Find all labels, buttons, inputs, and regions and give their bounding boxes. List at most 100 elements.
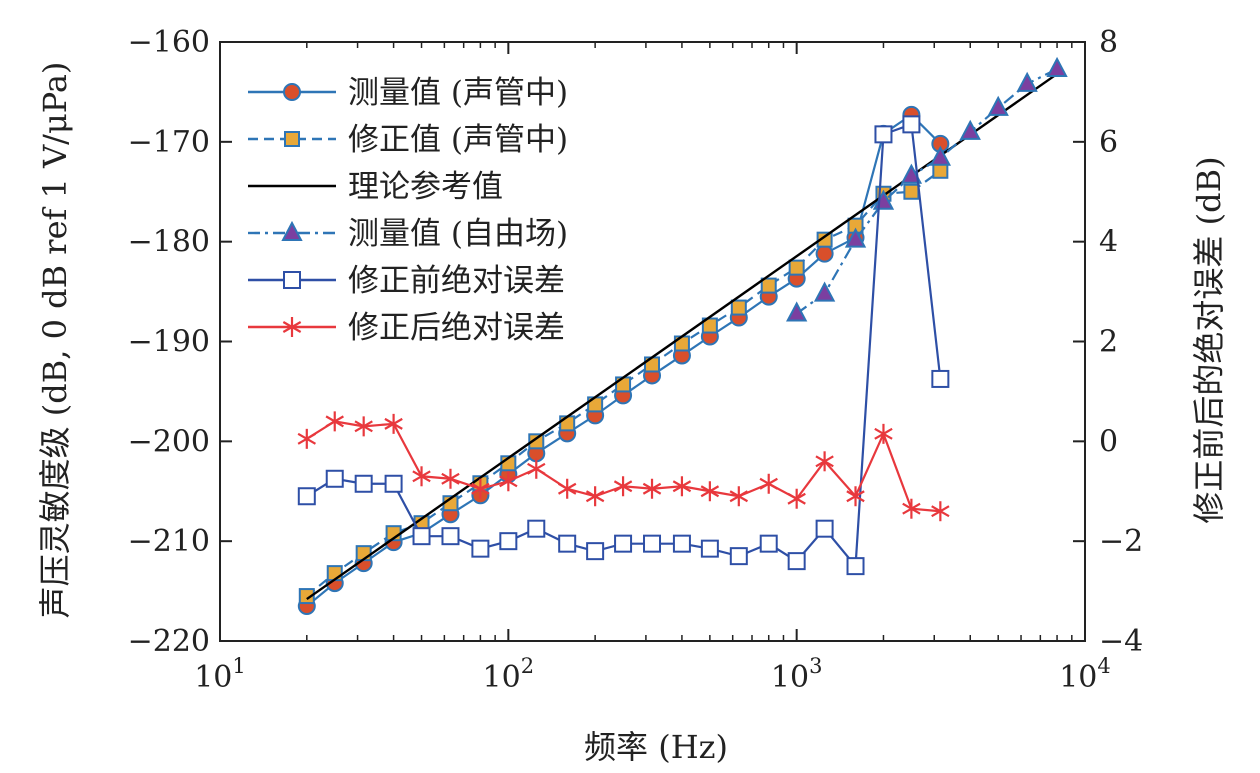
y-left-tick-label: −190 [128, 325, 210, 360]
y-right-tick-label: 2 [1099, 325, 1118, 360]
legend-entry: 测量值 (自由场) [248, 216, 568, 252]
y-left-tick-label: −220 [128, 624, 210, 659]
y-right-tick-label: 8 [1099, 25, 1118, 60]
data-point [1016, 71, 1038, 92]
data-point [613, 476, 633, 497]
data-point [471, 478, 490, 499]
data-point [813, 281, 836, 302]
x-tick-label: 104 [1059, 654, 1111, 695]
data-point [326, 565, 343, 582]
data-point [499, 532, 518, 551]
legend-swatch-marker [284, 131, 300, 147]
legend-label: 修正值 (声管中) [348, 122, 568, 158]
series-1 [298, 162, 949, 605]
data-point [786, 301, 808, 322]
x-tick-label: 103 [771, 654, 823, 695]
data-point [729, 547, 748, 566]
data-point [846, 557, 865, 576]
data-point [527, 458, 546, 479]
x-tick-label: 101 [194, 654, 246, 695]
y-axis-right-label: 修正前后的绝对误差 (dB) [1190, 156, 1228, 523]
data-point [900, 163, 923, 184]
data-point [672, 476, 692, 497]
legend-swatch-marker [283, 271, 301, 289]
data-point [701, 317, 718, 334]
data-point [846, 486, 865, 507]
data-point [730, 299, 747, 316]
data-point [815, 244, 834, 263]
y-left-tick-label: −160 [128, 25, 210, 60]
legend-label: 修正后绝对误差 [348, 310, 565, 346]
y-right-tick-label: −2 [1099, 524, 1143, 559]
axes: 101 102 103 104−160−170−180−190−200−210−220… [128, 25, 1144, 695]
data-point [787, 552, 806, 571]
data-point [586, 542, 605, 561]
data-point [700, 539, 719, 558]
data-point [471, 539, 490, 558]
data-point [815, 519, 834, 538]
data-point [643, 534, 662, 553]
legend-entry: 修正值 (声管中) [248, 122, 568, 158]
data-point [297, 487, 316, 506]
data-point [759, 473, 778, 494]
data-point [325, 411, 344, 432]
y-right-tick-label: −4 [1099, 624, 1143, 659]
data-point [760, 277, 777, 294]
data-point [499, 471, 518, 492]
legend-swatch-marker [281, 220, 303, 241]
data-point [412, 466, 431, 487]
legend-entry: 测量值 (声管中) [248, 75, 568, 111]
legend-label: 理论参考值 [348, 169, 503, 205]
data-point [815, 451, 834, 472]
y-axis-left-label: 声压灵敏度级 (dB, 0 dB ref 1 V/μPa) [36, 62, 74, 619]
data-point [325, 469, 344, 488]
data-point [874, 125, 893, 144]
data-point [672, 534, 691, 553]
data-point [298, 588, 315, 605]
data-point [759, 534, 778, 553]
data-point [844, 227, 867, 248]
data-point [384, 413, 403, 434]
x-tick-label: 102 [483, 654, 535, 695]
data-point [902, 115, 921, 134]
data-point [558, 534, 577, 553]
y-left-tick-label: −200 [128, 424, 210, 459]
data-point [987, 95, 1009, 116]
data-point [528, 433, 545, 450]
data-point [700, 481, 720, 502]
legend-entry: 修正前绝对误差 [248, 263, 565, 299]
y-left-tick-label: −210 [128, 524, 210, 559]
data-point [1046, 56, 1068, 77]
data-point [902, 498, 921, 519]
data-point [585, 486, 605, 507]
plot-area [297, 56, 1068, 616]
y-right-tick-label: 4 [1099, 225, 1118, 260]
legend-label: 修正前绝对误差 [348, 263, 565, 299]
data-point [412, 527, 431, 546]
data-point [354, 416, 373, 437]
legend-entry: 修正后绝对误差 [248, 310, 565, 346]
legend-label: 测量值 (声管中) [348, 75, 568, 111]
series-4 [297, 115, 950, 576]
data-point [354, 474, 373, 493]
data-point [932, 162, 949, 179]
data-point [384, 474, 403, 493]
x-axis-label: 频率 (Hz) [584, 728, 728, 766]
data-point [557, 478, 577, 499]
data-point [441, 468, 460, 489]
data-point [614, 534, 633, 553]
data-point [527, 519, 546, 538]
data-point [929, 145, 952, 166]
data-point [931, 501, 950, 522]
data-point [559, 415, 576, 432]
legend-entry: 理论参考值 [248, 169, 503, 205]
series-5 [297, 411, 950, 522]
data-point [903, 183, 920, 200]
data-point [816, 231, 833, 248]
data-point [615, 376, 632, 393]
data-point [441, 527, 460, 546]
data-point [642, 478, 662, 499]
legend-swatch-marker [282, 317, 302, 337]
